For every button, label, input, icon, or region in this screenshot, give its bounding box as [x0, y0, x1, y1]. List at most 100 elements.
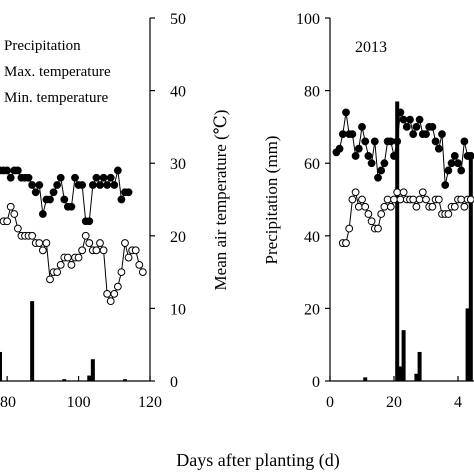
min-temperature-point [131, 246, 140, 255]
min-temperature-point [396, 195, 405, 204]
max-temperature-point [390, 152, 398, 160]
min-temperature-point [390, 195, 398, 204]
min-temperature-point [412, 202, 421, 211]
min-temperature-point [138, 268, 147, 277]
max-temperature-point [460, 137, 469, 146]
min-temperature-point [121, 239, 129, 247]
max-temperature-point [412, 123, 421, 131]
max-temperature-point [96, 181, 104, 189]
max-temperature-point [110, 181, 119, 189]
precipitation-bar [0, 351, 2, 381]
max-temperature-point [438, 130, 446, 139]
min-temperature-point [358, 195, 366, 204]
min-temperature-point [78, 246, 87, 255]
min-temperature-point [434, 195, 443, 204]
max-temperature-point [354, 144, 363, 153]
max-temperature-point [409, 130, 418, 139]
min-temperature-point [354, 202, 363, 211]
min-temperature-point [428, 202, 437, 211]
min-temperature-point [106, 297, 115, 306]
x-tick-label: 100 [67, 394, 91, 411]
min-temperature-point [361, 202, 370, 211]
y-left-tick-label: 20 [304, 301, 320, 318]
max-temperature-point [364, 152, 373, 160]
x-axis-label: Days after planting (d) [176, 450, 339, 471]
min-temperature-point [364, 210, 373, 218]
max-temperature-point [367, 159, 376, 168]
min-temperature-point [135, 260, 144, 269]
max-temperature-point [406, 115, 414, 124]
precipitation-bar [123, 379, 127, 381]
y-left-tick-label: 40 [304, 229, 320, 246]
min-temperature-point [113, 282, 122, 291]
min-temperature-point [117, 268, 126, 277]
max-temperature-point [88, 181, 97, 189]
max-temperature-point [46, 195, 54, 204]
min-temperature-point [367, 217, 376, 226]
max-temperature-point [67, 202, 76, 211]
min-temperature-point [35, 239, 44, 247]
y-left-tick-label: 0 [312, 374, 320, 391]
precipitation-bar [90, 359, 95, 381]
max-temperature-point [399, 115, 408, 124]
y-right-tick-label: 10 [170, 301, 186, 318]
max-temperature-point [422, 130, 430, 139]
y-right-tick-label: 20 [170, 229, 186, 246]
max-temperature-point [358, 123, 366, 131]
max-temperature-point [3, 166, 12, 175]
max-temperature-point [6, 173, 15, 182]
y-right-tick-label: 0 [170, 374, 178, 391]
max-temperature-point [342, 108, 350, 117]
min-temperature-point [383, 195, 392, 204]
min-temperature-point [418, 188, 427, 197]
min-temperature-point [393, 188, 402, 197]
max-temperature-point [28, 181, 37, 189]
precipitation-bar [30, 301, 35, 381]
precipitation-bar [468, 152, 473, 381]
max-temperature-point [431, 137, 440, 146]
max-temperature-point [53, 181, 62, 189]
max-temperature-point [60, 195, 69, 204]
min-temperature-point [46, 275, 54, 284]
max-temperature-point [457, 166, 466, 175]
precipitation-bar [363, 377, 368, 381]
x-tick-label: 80 [0, 394, 16, 411]
precipitation-bar [398, 366, 403, 381]
min-temperature-point [13, 224, 22, 233]
min-temperature-point [74, 253, 83, 262]
max-temperature-point [99, 173, 108, 182]
precipitation-bar [401, 330, 406, 381]
max-temperature-point [444, 166, 453, 175]
max-temperature-point [447, 159, 456, 168]
min-temperature-point [10, 210, 19, 218]
min-temperature-point [85, 239, 94, 247]
max-temperature-point [415, 115, 424, 124]
max-temperature-point [351, 152, 360, 160]
max-temperature-point [35, 181, 44, 189]
max-temperature-point [348, 130, 357, 139]
max-temperature-point [38, 210, 47, 218]
min-temperature-point [399, 188, 408, 197]
y-left-tick-label: 60 [304, 156, 320, 173]
min-temperature-point [81, 231, 90, 240]
max-temperature-point [428, 123, 437, 131]
max-temperature-point [434, 144, 443, 153]
min-temperature-point [96, 239, 104, 247]
min-temperature-point [457, 195, 466, 204]
x-tick-label: 4 [454, 394, 462, 411]
precipitation-bar [395, 101, 400, 382]
max-temperature-point [113, 166, 122, 175]
min-temperature-point [380, 202, 389, 211]
panel-year-title: 2013 [355, 39, 387, 56]
max-temperature-point [361, 137, 370, 146]
min-temperature-point [63, 253, 72, 262]
max-temperature-point [31, 188, 40, 197]
precipitation-bar [417, 351, 422, 381]
min-temperature-point [28, 231, 37, 240]
max-temperature-point [71, 173, 79, 182]
max-temperature-point [92, 173, 101, 182]
x-tick-label: 0 [326, 394, 334, 411]
min-temperature-point [6, 202, 15, 211]
y-right-tick-label: 30 [170, 156, 186, 173]
